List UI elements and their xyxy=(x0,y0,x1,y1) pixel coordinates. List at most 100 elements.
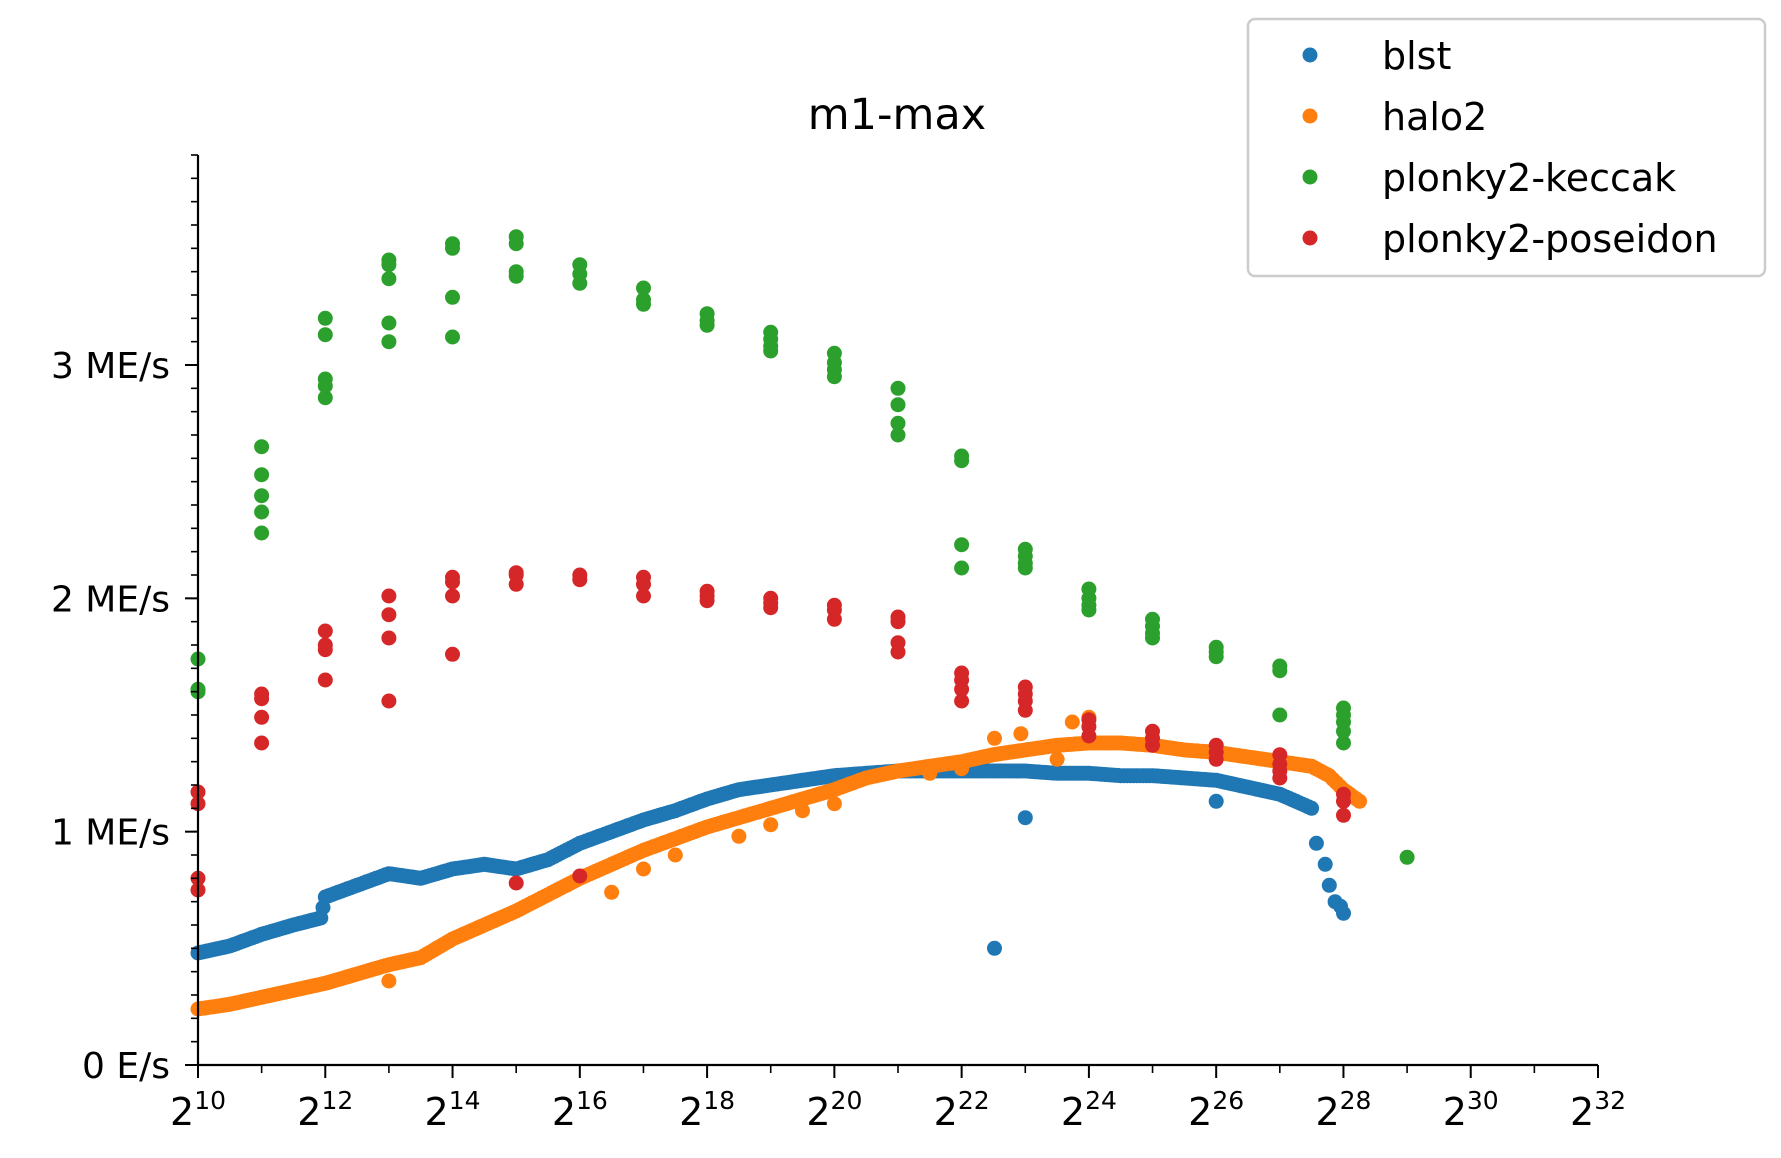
data-point xyxy=(890,644,906,660)
data-point xyxy=(763,817,779,833)
data-point xyxy=(795,803,810,819)
data-point xyxy=(954,693,970,709)
data-point xyxy=(317,327,333,343)
data-point xyxy=(508,236,524,252)
data-point xyxy=(572,868,588,884)
data-point xyxy=(954,537,970,553)
data-point xyxy=(954,681,970,697)
data-point xyxy=(954,453,970,469)
data-point xyxy=(1336,723,1351,739)
x-tick-label: 218 xyxy=(679,1086,735,1134)
data-point xyxy=(667,847,683,863)
legend-label: blst xyxy=(1382,34,1451,78)
data-point xyxy=(1304,800,1320,816)
legend-label: plonky2-poseidon xyxy=(1382,217,1718,261)
y-tick-label: 3 ME/s xyxy=(51,346,170,387)
x-tick-label: 226 xyxy=(1188,1086,1244,1134)
x-tick-label: 232 xyxy=(1570,1086,1626,1134)
data-point xyxy=(763,600,779,616)
legend-box xyxy=(1246,17,1767,278)
data-point xyxy=(381,315,397,331)
legend-label: plonky2-keccak xyxy=(1382,156,1676,200)
data-point xyxy=(763,343,779,359)
data-point xyxy=(636,588,651,604)
legend-marker xyxy=(1302,230,1318,246)
data-point xyxy=(254,488,270,504)
data-point xyxy=(1013,726,1029,742)
data-point xyxy=(1017,702,1033,718)
data-point xyxy=(1272,707,1288,723)
data-point xyxy=(890,397,906,413)
x-tick-label: 222 xyxy=(934,1086,990,1134)
x-tick-label: 216 xyxy=(552,1086,608,1134)
data-point xyxy=(317,672,333,688)
data-point xyxy=(317,623,333,639)
data-point xyxy=(922,765,938,781)
data-point xyxy=(1352,793,1368,809)
data-point xyxy=(954,761,970,777)
x-tick-label: 228 xyxy=(1315,1086,1371,1134)
data-point xyxy=(826,796,842,812)
data-point xyxy=(381,630,397,646)
data-point xyxy=(317,642,333,658)
legend-marker xyxy=(1302,108,1318,124)
data-point xyxy=(508,268,524,284)
data-point xyxy=(987,940,1002,956)
data-point xyxy=(572,572,588,588)
data-point xyxy=(317,390,333,406)
data-point xyxy=(1336,793,1351,809)
data-point xyxy=(1272,663,1288,679)
data-point xyxy=(254,709,270,725)
data-point xyxy=(572,275,588,291)
axes-layer: 0 E/s 1 ME/s 2 ME/s 3 ME/s 210 212 214 216 218 22… xyxy=(51,154,1626,1134)
data-point xyxy=(1145,737,1160,753)
data-point xyxy=(381,693,397,709)
data-point xyxy=(987,730,1002,746)
data-point xyxy=(254,525,270,541)
data-point xyxy=(1145,630,1160,646)
data-point xyxy=(381,973,397,989)
data-point xyxy=(1208,793,1224,809)
data-point xyxy=(254,467,270,483)
data-point xyxy=(381,334,397,350)
data-point xyxy=(508,875,524,891)
data-point xyxy=(254,691,270,707)
data-point xyxy=(699,593,715,609)
data-point xyxy=(1321,877,1337,893)
y-tick-label: 0 E/s xyxy=(82,1046,170,1087)
chart-title: m1-max xyxy=(808,90,986,140)
data-point xyxy=(1336,905,1351,921)
data-point xyxy=(445,574,460,590)
data-point xyxy=(699,317,715,333)
y-tick-label: 2 ME/s xyxy=(51,579,170,620)
data-point xyxy=(890,427,906,443)
data-point xyxy=(826,369,842,385)
y-tick-label: 1 ME/s xyxy=(51,813,170,854)
x-tick-label: 212 xyxy=(297,1086,353,1134)
legend-marker xyxy=(1302,169,1318,185)
data-point xyxy=(731,828,747,844)
x-tick-label: 220 xyxy=(806,1086,862,1134)
data-point xyxy=(317,310,333,326)
data-point xyxy=(254,735,270,751)
data-point xyxy=(604,884,620,900)
data-point xyxy=(381,257,397,273)
data-point xyxy=(1336,735,1351,751)
data-point xyxy=(445,329,460,345)
x-tick-label: 224 xyxy=(1061,1086,1117,1134)
data-point xyxy=(636,296,651,312)
data-point xyxy=(445,646,460,662)
data-point xyxy=(890,380,906,396)
data-point xyxy=(381,607,397,623)
legend: blst halo2 plonky2-keccak plonky2-poseidon xyxy=(1246,17,1767,278)
points-layer xyxy=(190,229,1415,1017)
data-point xyxy=(890,415,906,431)
data-point xyxy=(1399,849,1415,865)
data-point xyxy=(1064,714,1080,730)
data-point xyxy=(1336,807,1351,823)
data-point xyxy=(254,504,270,520)
legend-marker xyxy=(1302,47,1318,63)
data-point xyxy=(1017,810,1033,826)
x-tick-label: 214 xyxy=(425,1086,481,1134)
data-point xyxy=(254,439,270,455)
